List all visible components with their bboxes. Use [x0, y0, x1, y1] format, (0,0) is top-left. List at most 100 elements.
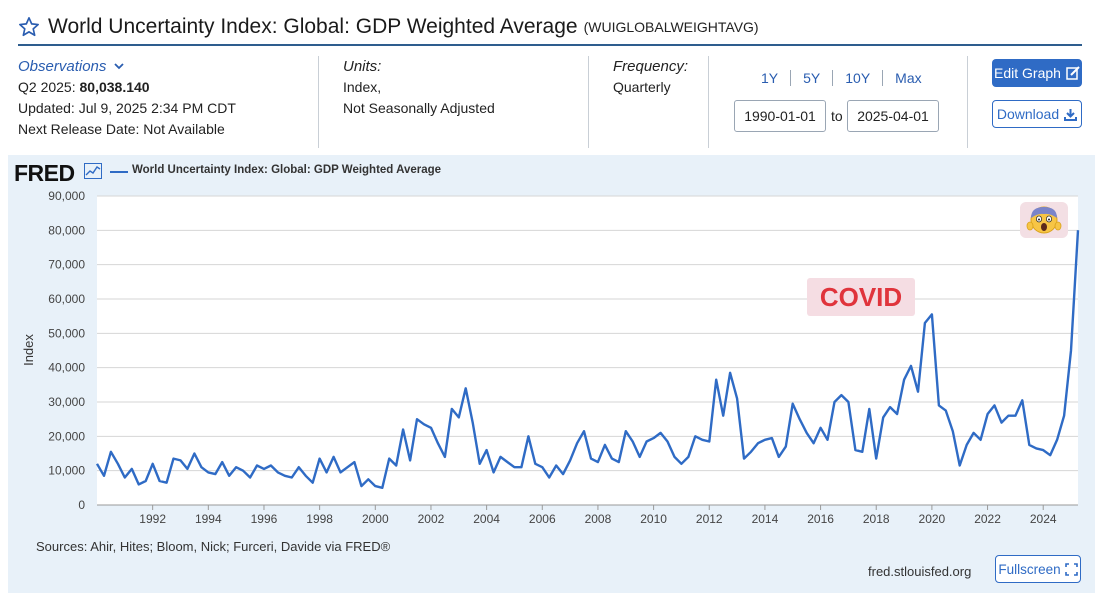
x-tick-label: 1994 [195, 512, 222, 526]
data-point [519, 465, 523, 469]
to-label: to [831, 108, 843, 124]
data-point [791, 402, 795, 406]
data-point [1027, 443, 1031, 447]
screaming-face-icon [1020, 202, 1068, 238]
data-point [1055, 438, 1059, 442]
data-point [373, 484, 377, 488]
data-point [206, 470, 210, 474]
y-tick-label: 50,000 [48, 326, 85, 340]
range-10y-button[interactable]: 10Y [833, 70, 884, 86]
start-date-input[interactable] [734, 100, 826, 132]
data-point [979, 438, 983, 442]
units-label: Units: [343, 58, 382, 75]
data-point [109, 450, 113, 454]
fullscreen-icon [1064, 562, 1078, 576]
data-point [860, 450, 864, 454]
data-point [951, 429, 955, 433]
data-point [339, 470, 343, 474]
observations-panel: Observations Q2 2025: 80,038.140 Updated… [18, 56, 308, 148]
data-point [248, 476, 252, 480]
data-point [888, 405, 892, 409]
series-title: World Uncertainty Index: Global: GDP Wei… [48, 15, 578, 38]
observations-link[interactable]: Observations [18, 56, 308, 77]
end-date-input[interactable] [847, 100, 939, 132]
download-button[interactable]: Download [992, 100, 1082, 128]
data-point [930, 312, 934, 316]
data-point [735, 397, 739, 401]
date-range-panel: 1Y 5Y 10Y Max [708, 56, 968, 148]
range-max-button[interactable]: Max [895, 70, 922, 86]
observations-label[interactable]: Observations [18, 58, 107, 75]
units-panel: Units: Index, Not Seasonally Adjusted [318, 56, 613, 148]
grid-layer [97, 195, 1078, 506]
x-tick-label: 2020 [919, 512, 946, 526]
y-tick-label: 10,000 [48, 464, 85, 478]
x-tick-label: 2004 [473, 512, 500, 526]
data-point [304, 474, 308, 478]
data-point [415, 417, 419, 421]
edit-graph-button[interactable]: Edit Graph [992, 59, 1082, 87]
data-point [972, 431, 976, 435]
data-point [679, 462, 683, 466]
data-point [610, 457, 614, 461]
data-point [380, 486, 384, 490]
page-header: World Uncertainty Index: Global: GDP Wei… [18, 10, 1082, 46]
data-point [485, 448, 489, 452]
data-point [262, 467, 266, 471]
data-point [1034, 446, 1038, 450]
fullscreen-label: Fullscreen [998, 561, 1061, 577]
data-point [707, 440, 711, 444]
data-point [784, 445, 788, 449]
x-tick-label: 2002 [418, 512, 445, 526]
range-5y-button[interactable]: 5Y [791, 70, 834, 86]
star-icon[interactable] [18, 16, 40, 38]
y-tick-label: 70,000 [48, 258, 85, 272]
data-point [693, 434, 697, 438]
data-point [1069, 349, 1073, 353]
chevron-down-icon[interactable] [114, 61, 124, 71]
x-tick-label: 2014 [752, 512, 779, 526]
data-point [986, 412, 990, 416]
data-point [311, 481, 315, 485]
data-point [777, 455, 781, 459]
data-point [172, 457, 176, 461]
data-point [798, 417, 802, 421]
data-point [603, 443, 607, 447]
site-url[interactable]: fred.stlouisfed.org [868, 564, 972, 579]
data-point [283, 474, 287, 478]
legend-label: World Uncertainty Index: Global: GDP Wei… [132, 164, 442, 176]
screaming-face-drawing [1026, 206, 1062, 234]
frequency-value: Quarterly [613, 79, 671, 95]
data-point [1020, 398, 1024, 402]
next-release-text: Next Release Date: Not Available [18, 121, 225, 137]
y-tick-label: 30,000 [48, 395, 85, 409]
data-point [464, 386, 468, 390]
data-point [443, 455, 447, 459]
data-point [234, 465, 238, 469]
data-point [624, 429, 628, 433]
data-point [512, 465, 516, 469]
data-point [123, 476, 127, 480]
data-point [631, 440, 635, 444]
data-point [290, 476, 294, 480]
fullscreen-button[interactable]: Fullscreen [995, 555, 1081, 583]
data-point [874, 457, 878, 461]
units-line1: Index, [343, 79, 382, 95]
data-point [909, 364, 913, 368]
data-point [728, 371, 732, 375]
latest-value: 80,038.140 [79, 79, 150, 95]
frequency-panel: Frequency: Quarterly [588, 56, 733, 148]
range-1y-button[interactable]: 1Y [749, 70, 792, 86]
data-point [756, 441, 760, 445]
data-point [700, 438, 704, 442]
data-point [95, 462, 99, 466]
data-point [617, 460, 621, 464]
x-tick-label: 1998 [306, 512, 333, 526]
fred-sparkline-icon [84, 163, 102, 179]
download-label: Download [996, 106, 1060, 122]
data-point [352, 460, 356, 464]
y-axis-label: Index [21, 334, 36, 366]
axis-layer: 0 10,000 20,000 30,000 40,000 50,000 60,000 70,… [48, 189, 1078, 526]
download-icon [1064, 108, 1078, 121]
